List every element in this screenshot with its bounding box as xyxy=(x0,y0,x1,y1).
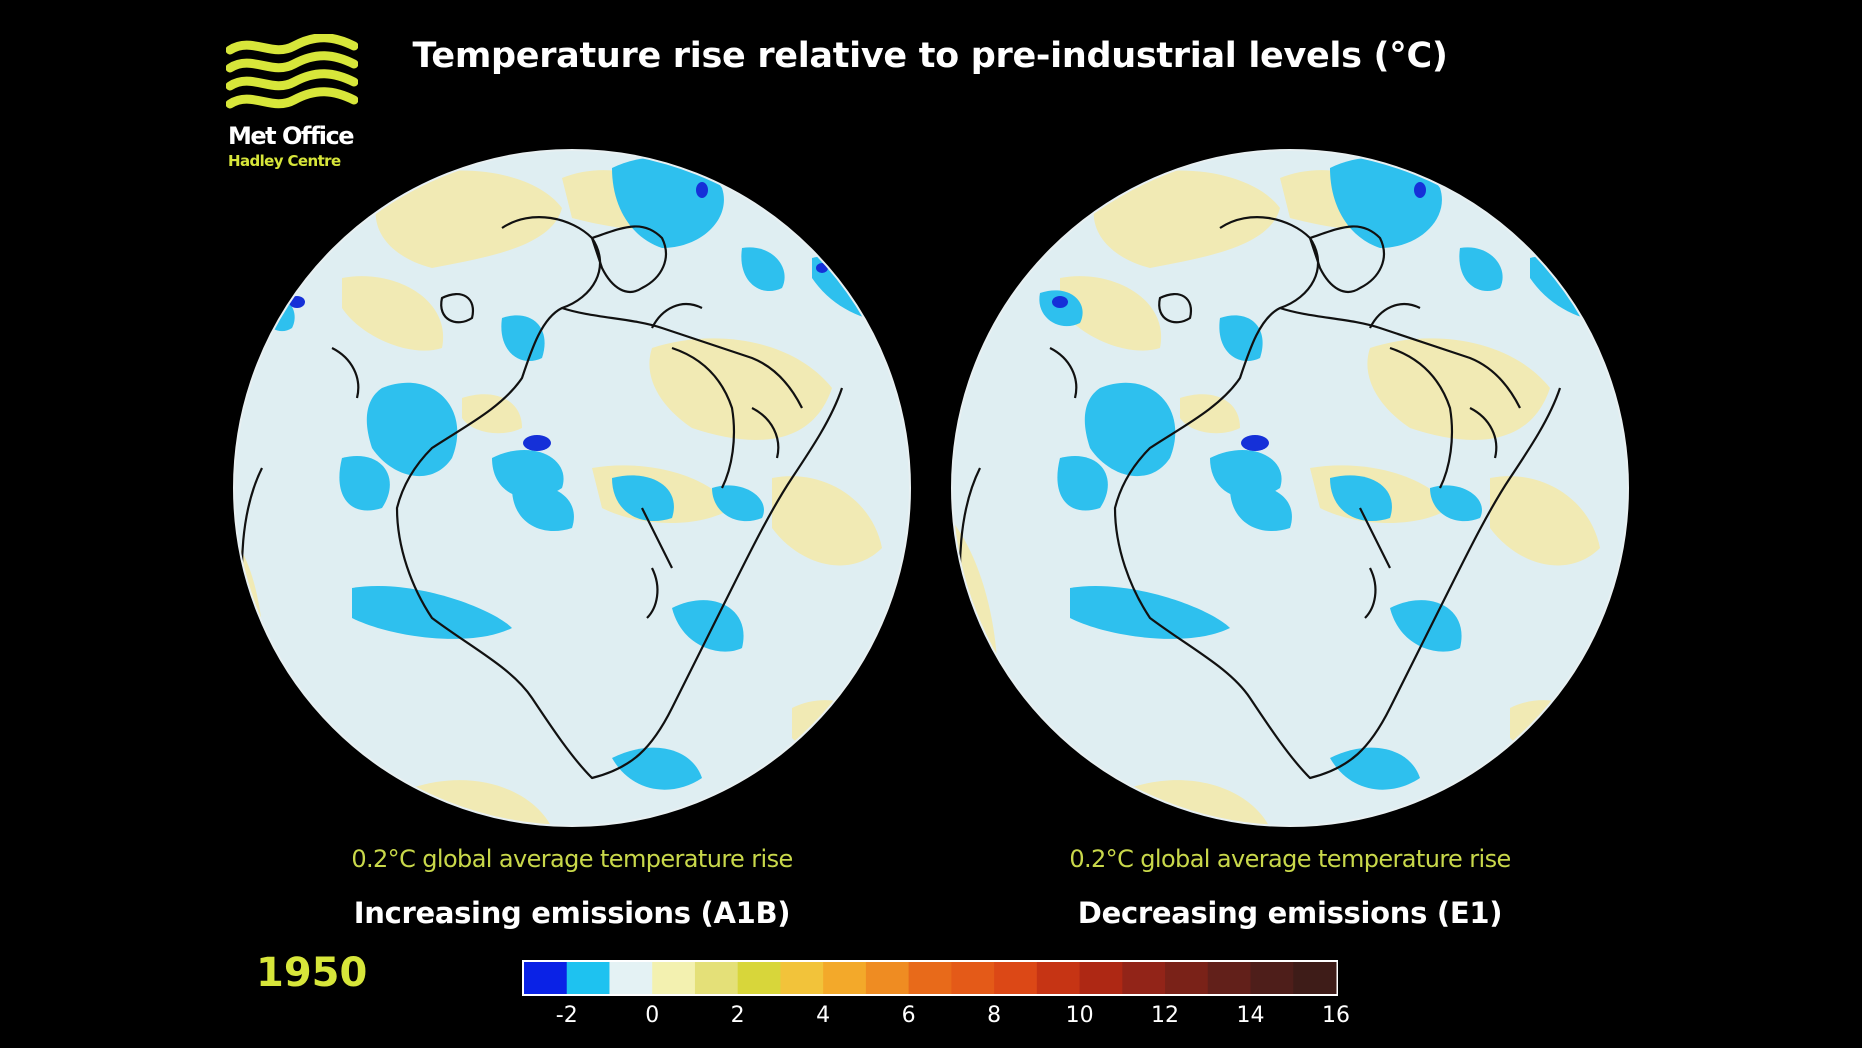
colorbar-ticks: -2 0 2 4 6 8 10 12 14 16 xyxy=(522,1003,1350,1033)
colorbar-segment xyxy=(865,962,910,994)
colorbar-segment xyxy=(609,962,653,994)
temperature-colorbar xyxy=(522,960,1338,996)
colorbar-tick: 16 xyxy=(1322,1003,1350,1028)
colorbar-segment xyxy=(994,962,1038,994)
scenario-label-left: Increasing emissions (A1B) xyxy=(353,896,791,930)
colorbar-tick: 10 xyxy=(1065,1003,1094,1028)
colorbar-segment xyxy=(1122,962,1166,994)
colorbar-tick: 6 xyxy=(901,1003,916,1028)
colorbar-tick: 12 xyxy=(1151,1003,1180,1028)
colorbar-segment xyxy=(566,962,610,994)
global-average-right: 0.2°C global average temperature rise xyxy=(1069,845,1511,873)
colorbar-segment xyxy=(652,962,696,994)
page-title: Temperature rise relative to pre-industr… xyxy=(412,36,1448,76)
colorbar-segment xyxy=(1250,962,1294,994)
year-label: 1950 xyxy=(256,950,368,996)
logo-subtitle: Hadley Centre xyxy=(228,152,341,170)
colorbar-tick: 4 xyxy=(816,1003,831,1028)
logo-name: Met Office xyxy=(228,122,355,150)
colorbar-segment xyxy=(1293,962,1337,994)
global-average-left: 0.2°C global average temperature rise xyxy=(351,845,793,873)
scenario-label-right: Decreasing emissions (E1) xyxy=(1077,896,1503,930)
globe-map-increasing xyxy=(232,148,912,828)
colorbar-tick: 8 xyxy=(987,1003,1002,1028)
colorbar-segment xyxy=(694,962,739,994)
colorbar-segment xyxy=(780,962,824,994)
colorbar-tick: 0 xyxy=(645,1003,660,1028)
colorbar-tick: -2 xyxy=(555,1003,578,1028)
colorbar-segment xyxy=(1207,962,1252,994)
colorbar-segment xyxy=(1079,962,1123,994)
wave-stripes-logo-icon xyxy=(226,34,358,109)
met-office-logo: Met Office Hadley Centre xyxy=(226,34,366,184)
colorbar-segment xyxy=(524,962,568,994)
colorbar-tick: 2 xyxy=(730,1003,745,1028)
colorbar-segment xyxy=(737,962,781,994)
colorbar-segment xyxy=(823,962,867,994)
colorbar-segment xyxy=(1036,962,1081,994)
globe-map-decreasing xyxy=(950,148,1630,828)
colorbar-segment xyxy=(908,962,952,994)
colorbar-segment xyxy=(1165,962,1209,994)
colorbar-tick: 14 xyxy=(1236,1003,1265,1028)
colorbar-segment xyxy=(951,962,995,994)
strong-cooling-spots xyxy=(289,182,828,451)
